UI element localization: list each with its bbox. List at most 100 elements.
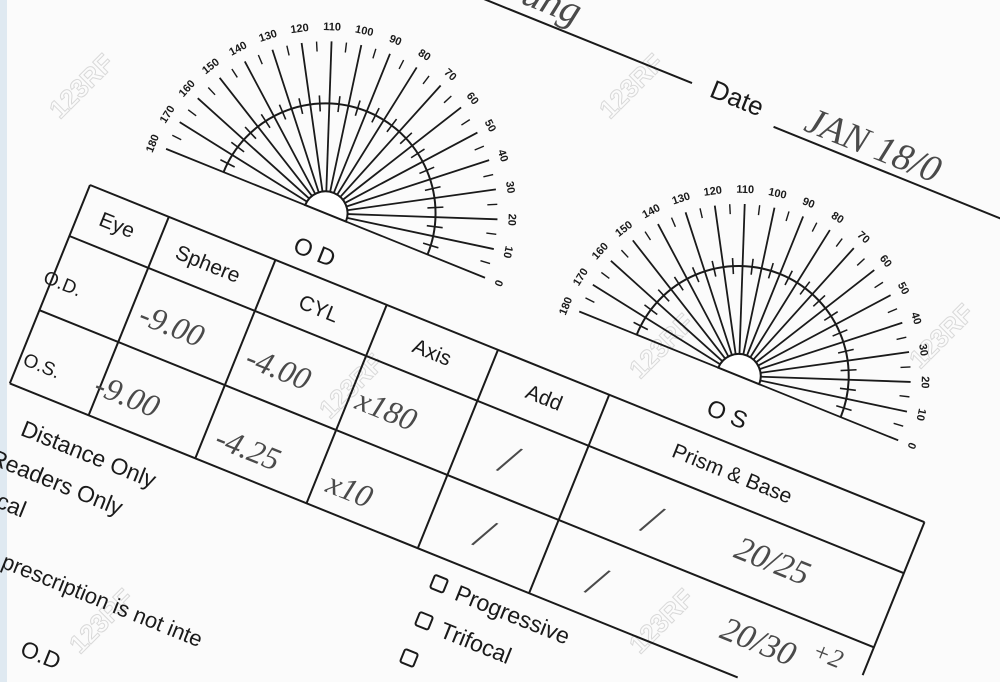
protractor-minor-tick bbox=[344, 42, 348, 53]
protractor-tick-label: 70 bbox=[442, 66, 459, 83]
protractor-tick bbox=[260, 113, 271, 129]
protractor-minor-tick bbox=[443, 95, 452, 104]
protractor-ray bbox=[752, 247, 855, 361]
protractor-ray bbox=[713, 205, 737, 355]
protractor-minor-tick bbox=[231, 68, 238, 78]
protractor-minor-tick bbox=[171, 134, 182, 141]
protractor-minor-tick bbox=[785, 211, 790, 222]
protractor-tick bbox=[419, 166, 435, 175]
protractor-tick-label: 60 bbox=[464, 90, 481, 107]
protractor-ray bbox=[757, 294, 892, 367]
os-acuity-extra: +2 bbox=[808, 636, 847, 674]
protractor-tick bbox=[691, 266, 700, 283]
protractor-tick bbox=[427, 206, 444, 209]
protractor-tick-label: 150 bbox=[200, 56, 222, 77]
protractor-ray bbox=[345, 220, 486, 279]
protractor-tick bbox=[643, 304, 658, 316]
protractor-tick-label: 10 bbox=[914, 407, 928, 421]
protractor-ray bbox=[271, 49, 320, 193]
protractor-minor-tick bbox=[372, 48, 377, 59]
protractor-minor-tick bbox=[899, 394, 910, 398]
watermark: 123RF bbox=[903, 298, 979, 374]
protractor-tick bbox=[354, 100, 361, 116]
protractor-minor-tick bbox=[187, 109, 197, 117]
protractor-tick-label: 170 bbox=[571, 266, 591, 288]
protractor-tick-label: 180 bbox=[557, 295, 575, 317]
date-label: Date bbox=[706, 74, 768, 122]
protractor-tick-label: 160 bbox=[590, 241, 611, 263]
protractor-tick bbox=[633, 321, 649, 331]
protractor-tick bbox=[823, 310, 839, 322]
protractor-ray bbox=[342, 106, 462, 201]
protractor-ray bbox=[165, 148, 306, 206]
third-option-checkbox[interactable] bbox=[399, 648, 419, 668]
col-header-axis: Axis bbox=[409, 335, 454, 371]
protractor-minor-tick bbox=[620, 249, 629, 258]
protractor-tick-label: 0 bbox=[491, 278, 504, 288]
protractor-tick-label: 140 bbox=[227, 39, 249, 58]
od-add: / bbox=[491, 433, 527, 486]
protractor-tick-label: 150 bbox=[613, 219, 635, 240]
protractor-tick bbox=[799, 281, 811, 295]
protractor-minor-tick bbox=[729, 204, 731, 215]
protractor-minor-tick bbox=[398, 59, 405, 70]
protractor-ray bbox=[755, 269, 875, 364]
protractor-tick-label: 130 bbox=[257, 28, 278, 45]
os-axis: x10 bbox=[321, 464, 378, 515]
protractor-ray bbox=[759, 321, 903, 370]
protractor-ray bbox=[336, 66, 418, 196]
protractor-tick bbox=[657, 289, 670, 302]
protractor-tick-label: 30 bbox=[916, 343, 930, 357]
protractor-tick-label: 100 bbox=[354, 23, 374, 39]
protractor-tick-label: 130 bbox=[671, 190, 692, 207]
lens-type-bifocal: ifocal bbox=[0, 478, 30, 522]
protractor-minor-tick bbox=[286, 45, 290, 56]
name-line bbox=[450, 0, 693, 85]
od-sphere: -9.00 bbox=[134, 296, 209, 354]
protractor-tick bbox=[318, 95, 322, 112]
protractor-ray bbox=[684, 212, 733, 356]
protractor-tick bbox=[371, 107, 380, 123]
protractor-tick bbox=[422, 242, 439, 249]
os-sphere: -9.00 bbox=[90, 366, 165, 424]
row-label-os: O.S. bbox=[20, 350, 63, 384]
protractor-tick-label: 30 bbox=[503, 180, 517, 194]
protractor-minor-tick bbox=[644, 231, 652, 241]
protractor-minor-tick bbox=[207, 87, 216, 96]
protractor-tick-label: 80 bbox=[416, 47, 433, 64]
protractor-tick-label: 60 bbox=[877, 253, 894, 270]
watermark: 123RF bbox=[623, 583, 699, 659]
protractor-minor-tick bbox=[461, 119, 471, 126]
protractor-tick bbox=[244, 126, 257, 140]
protractor-tick-label: 90 bbox=[801, 196, 817, 212]
protractor-ray bbox=[657, 223, 730, 357]
protractor-tick-label: 180 bbox=[144, 133, 162, 155]
protractor-minor-tick bbox=[257, 54, 263, 65]
protractor-ray bbox=[760, 375, 911, 383]
protractor-minor-tick bbox=[486, 232, 497, 235]
protractor-hub bbox=[303, 190, 349, 223]
photo-edge bbox=[0, 0, 7, 682]
protractor-ray bbox=[197, 97, 310, 200]
protractor-tick-label: 140 bbox=[640, 202, 662, 221]
progressive-checkbox[interactable] bbox=[429, 574, 449, 594]
protractor-tick bbox=[220, 159, 236, 168]
protractor-minor-tick bbox=[487, 203, 498, 206]
protractor-ray bbox=[592, 284, 721, 366]
protractor-tick bbox=[711, 260, 717, 277]
protractor-tick bbox=[673, 276, 684, 291]
protractor-ray bbox=[346, 159, 490, 208]
trifocal-checkbox[interactable] bbox=[414, 611, 434, 631]
option-third[interactable] bbox=[399, 648, 419, 668]
od-prism: / bbox=[634, 493, 670, 546]
protractor-ray bbox=[760, 351, 910, 374]
protractor-minor-tick bbox=[422, 75, 430, 85]
protractor-tick-label: 80 bbox=[829, 210, 846, 227]
protractor-tick bbox=[840, 368, 857, 372]
protractor-minor-tick bbox=[874, 281, 884, 289]
protractor-minor-tick bbox=[811, 222, 818, 232]
watermark: 123RF bbox=[43, 48, 119, 124]
protractor-ray bbox=[329, 44, 363, 192]
